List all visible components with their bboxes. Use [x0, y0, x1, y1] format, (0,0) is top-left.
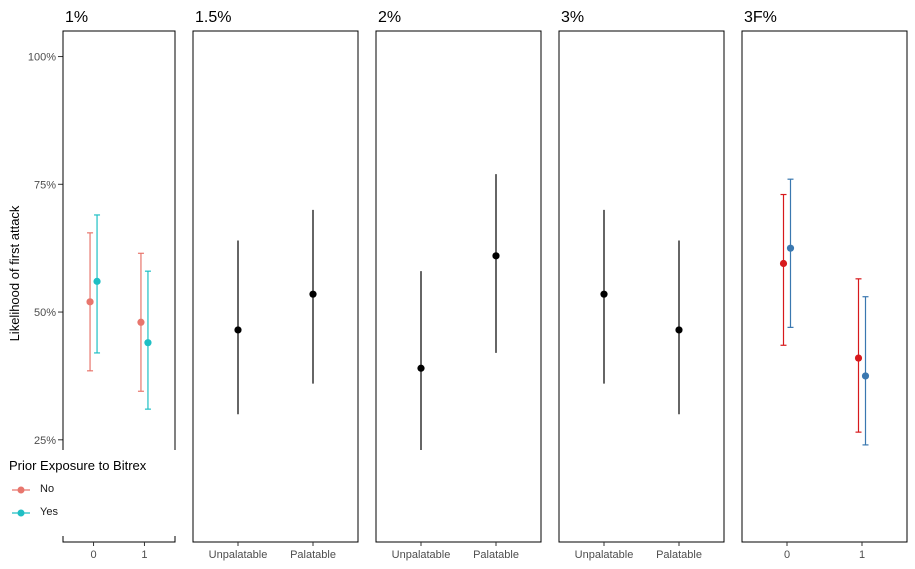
- data-point: [86, 298, 94, 306]
- panel-1: 1% 0 1: [62, 9, 176, 561]
- panel-title: 1.5%: [195, 9, 231, 26]
- data-point: [600, 290, 608, 298]
- y-tick-label: 50%: [34, 307, 56, 319]
- panel-frame: [62, 30, 176, 543]
- legend-key-yes: [12, 509, 30, 517]
- x-tick-label: Unpalatable: [209, 549, 268, 561]
- legend-title: Prior Exposure to Bitrex: [9, 458, 147, 473]
- panel-3: 2% Unpalatable Palatable: [375, 9, 542, 561]
- data-point: [779, 259, 788, 268]
- data-point: [234, 326, 242, 334]
- panels: 1% 0 1 1.5% Unpalatable Palatable 2% Unpalatabl…: [62, 9, 908, 561]
- panel-frame: [741, 30, 908, 543]
- legend-item-yes: Yes: [8, 504, 88, 522]
- data-point: [93, 277, 101, 285]
- data-point: [492, 252, 500, 260]
- panel-title: 2%: [378, 9, 401, 26]
- legend: Prior Exposure to Bitrex No Yes: [8, 450, 180, 536]
- y-tick-label: 25%: [34, 435, 56, 447]
- x-tick-label: Palatable: [656, 549, 702, 561]
- panel-2: 1.5% Unpalatable Palatable: [192, 9, 359, 561]
- y-axis-title: Likelihood of first attack: [7, 205, 22, 341]
- x-tick-label: Palatable: [290, 549, 336, 561]
- y-axis: 25% 50% 75% 100% Likelihood of first attack: [7, 52, 63, 447]
- legend-label-no: No: [40, 483, 55, 495]
- panel-title: 3F%: [744, 9, 777, 26]
- panel-frame: [192, 30, 359, 543]
- legend-item-no: No: [8, 481, 88, 499]
- panel-title: 1%: [65, 9, 88, 26]
- data-point: [144, 339, 152, 347]
- panel-frame: [558, 30, 725, 543]
- x-tick-label: Palatable: [473, 549, 519, 561]
- x-tick-label: 0: [90, 549, 96, 561]
- panel-frame: [375, 30, 542, 543]
- panel-5: 3F% 0 1: [741, 9, 908, 561]
- x-tick-label: Unpalatable: [575, 549, 634, 561]
- panel-4: 3% Unpalatable Palatable: [558, 9, 725, 561]
- data-point: [137, 318, 145, 326]
- panel-title: 3%: [561, 9, 584, 26]
- data-point: [417, 364, 425, 372]
- data-point: [854, 354, 863, 362]
- legend-key-no: [12, 486, 30, 494]
- legend-label-yes: Yes: [40, 506, 58, 518]
- x-tick-label: 1: [859, 549, 865, 561]
- x-tick-label: Unpalatable: [392, 549, 451, 561]
- data-point: [861, 372, 870, 380]
- data-point: [309, 290, 317, 298]
- data-point: [675, 326, 683, 334]
- data-point: [786, 244, 795, 252]
- x-tick-label: 1: [141, 549, 147, 561]
- y-tick-label: 75%: [34, 179, 56, 191]
- y-tick-label: 100%: [28, 52, 56, 64]
- x-tick-label: 0: [784, 549, 790, 561]
